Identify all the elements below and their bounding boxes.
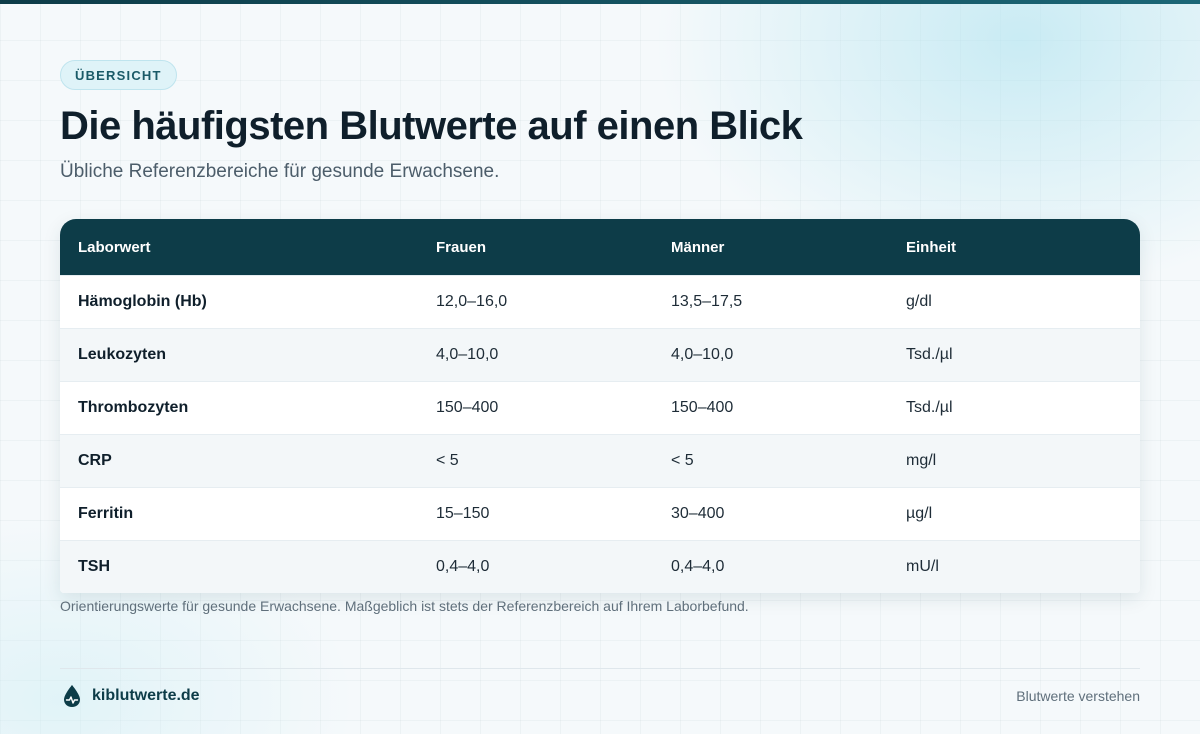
column-header-laborwert: Laborwert	[78, 238, 151, 256]
men-range: 0,4–4,0	[671, 558, 725, 575]
top-accent-bar	[0, 0, 1200, 4]
men-range: 13,5–17,5	[671, 293, 743, 310]
column-header-maenner: Männer	[671, 238, 725, 256]
unit: mU/l	[906, 558, 939, 575]
table-row-tsh: TSH 0,4–4,0 0,4–4,0 mU/l	[60, 540, 1140, 593]
footer-tagline: Blutwerte verstehen	[1016, 688, 1140, 704]
brand[interactable]: kiblutwerte.de	[62, 684, 200, 708]
lab-value-name: CRP	[78, 452, 112, 469]
page-title: Die häufigsten Blutwerte auf einen Blick	[60, 104, 803, 148]
unit: g/dl	[906, 293, 932, 310]
table-row-ferritin: Ferritin 15–150 30–400 µg/l	[60, 487, 1140, 540]
lab-value-name: Thrombozyten	[78, 399, 189, 416]
lab-value-name: Ferritin	[78, 505, 134, 522]
women-range: 150–400	[436, 399, 499, 416]
page-subtitle: Übliche Referenzbereiche für gesunde Erw…	[60, 161, 500, 182]
men-range: 30–400	[671, 505, 725, 522]
table-row-crp: CRP < 5 < 5 mg/l	[60, 434, 1140, 487]
women-range: 15–150	[436, 505, 490, 522]
blood-drop-icon	[64, 685, 80, 707]
column-header-einheit: Einheit	[906, 238, 957, 256]
men-range: 4,0–10,0	[671, 346, 734, 363]
section-badge: ÜBERSICHT	[60, 60, 177, 90]
women-range: 12,0–16,0	[436, 293, 508, 310]
brand-name: kiblutwerte.de	[92, 687, 200, 704]
table-header: Laborwert Frauen Männer Einheit	[60, 219, 1140, 275]
footnote: Orientierungswerte für gesunde Erwachsen…	[60, 598, 749, 614]
lab-value-name: TSH	[78, 558, 110, 575]
unit: mg/l	[906, 452, 937, 469]
men-range: < 5	[671, 452, 694, 469]
table-row-haemoglobin: Hämoglobin (Hb) 12,0–16,0 13,5–17,5 g/dl	[60, 275, 1140, 328]
women-range: < 5	[436, 452, 459, 469]
table-row-leukozyten: Leukozyten 4,0–10,0 4,0–10,0 Tsd./µl	[60, 328, 1140, 381]
unit: Tsd./µl	[906, 399, 953, 416]
unit: Tsd./µl	[906, 346, 953, 363]
women-range: 4,0–10,0	[436, 346, 499, 363]
column-header-frauen: Frauen	[436, 238, 487, 256]
unit: µg/l	[906, 505, 933, 522]
lab-value-name: Hämoglobin (Hb)	[78, 293, 207, 310]
table-row-thrombozyten: Thrombozyten 150–400 150–400 Tsd./µl	[60, 381, 1140, 434]
women-range: 0,4–4,0	[436, 558, 490, 575]
lab-value-name: Leukozyten	[78, 346, 167, 363]
men-range: 150–400	[671, 399, 734, 416]
footer-divider	[60, 668, 1140, 669]
reference-table: Laborwert Frauen Männer Einheit Hämoglob…	[60, 219, 1140, 593]
